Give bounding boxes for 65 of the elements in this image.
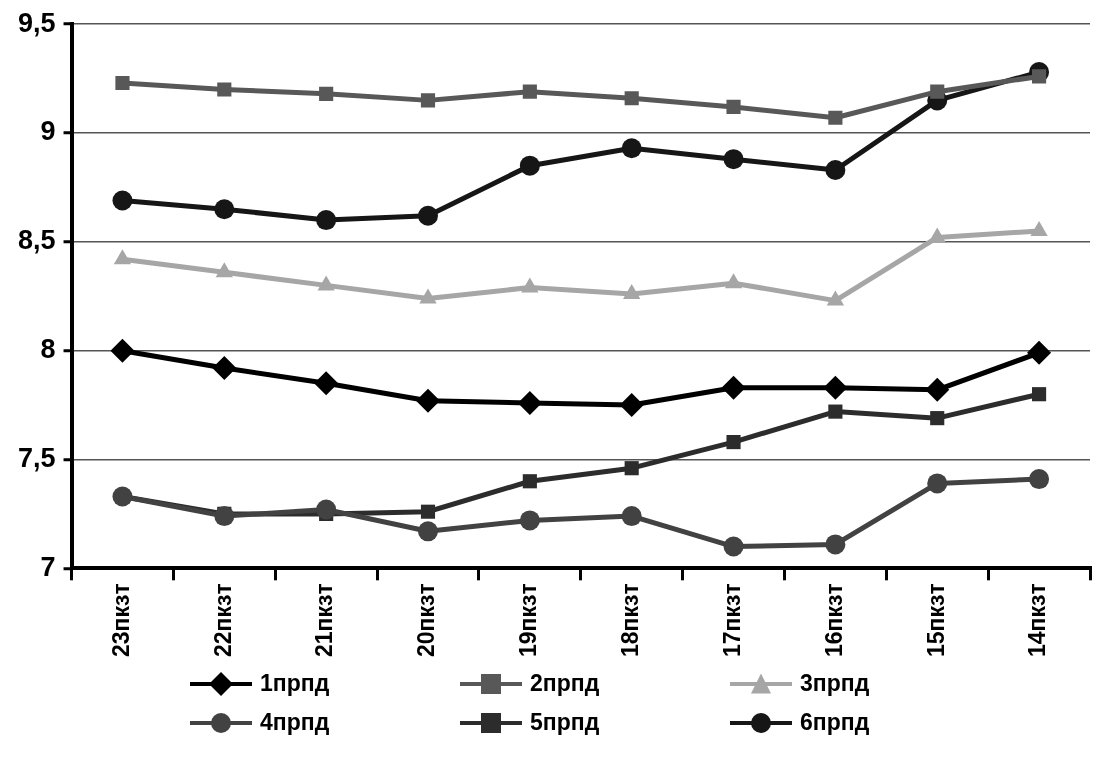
point [726, 435, 741, 450]
point [115, 75, 130, 91]
point [621, 506, 642, 527]
point [420, 504, 436, 519]
legend-label: 6прпд [800, 709, 870, 736]
point [823, 375, 848, 400]
point [316, 499, 337, 520]
point [319, 86, 334, 101]
legend-label: 2прпд [530, 670, 600, 697]
y-tick-label: 8,5 [17, 225, 56, 256]
x-tick-label: 20пкзт [413, 583, 440, 657]
x-tick-label: 23пкзт [107, 583, 134, 657]
legend-label: 4прпд [260, 709, 330, 736]
y-tick-label: 7,5 [17, 442, 56, 473]
y-tick-label: 9 [40, 116, 56, 147]
point [624, 91, 639, 106]
point [726, 99, 741, 114]
legend-label: 1прпд [260, 670, 330, 697]
point [1032, 387, 1047, 402]
point [828, 404, 843, 419]
point [112, 190, 133, 211]
point [930, 84, 945, 99]
point [619, 393, 644, 418]
point [416, 388, 440, 413]
point [522, 474, 537, 489]
x-tick-label: 14пкзт [1024, 583, 1051, 657]
point [418, 205, 438, 226]
x-tick-label: 18пкзт [617, 583, 644, 657]
legend-label: 3прпд [800, 670, 870, 697]
point [214, 199, 235, 220]
x-tick-label: 19пкзт [515, 583, 542, 657]
point [110, 338, 135, 363]
point [825, 160, 846, 181]
point [721, 375, 746, 400]
point [1027, 340, 1052, 365]
legend-label: 5прпд [530, 709, 600, 736]
point [420, 93, 436, 108]
point [517, 390, 542, 415]
x-tick-label: 15пкзт [922, 583, 949, 657]
point [314, 371, 339, 396]
x-tick-label: 16пкзт [820, 583, 847, 657]
point [930, 411, 945, 426]
point [418, 521, 438, 542]
point [217, 82, 232, 97]
point [828, 110, 843, 125]
point [212, 356, 237, 381]
y-tick-label: 9,5 [17, 7, 56, 38]
point [214, 506, 235, 527]
point [825, 534, 846, 555]
x-tick-label: 21пкзт [311, 583, 338, 657]
point [519, 510, 540, 531]
y-tick-label: 8 [40, 334, 56, 365]
point [1029, 469, 1050, 490]
point [723, 536, 744, 557]
y-tick-label: 7 [40, 551, 56, 582]
point [927, 473, 948, 494]
point [621, 138, 642, 159]
point [925, 377, 950, 402]
x-tick-label: 22пкзт [209, 583, 236, 657]
point [522, 84, 537, 99]
point [316, 210, 337, 231]
point [723, 149, 744, 170]
point [624, 461, 639, 476]
x-tick-label: 17пкзт [718, 583, 745, 657]
point [519, 155, 540, 176]
